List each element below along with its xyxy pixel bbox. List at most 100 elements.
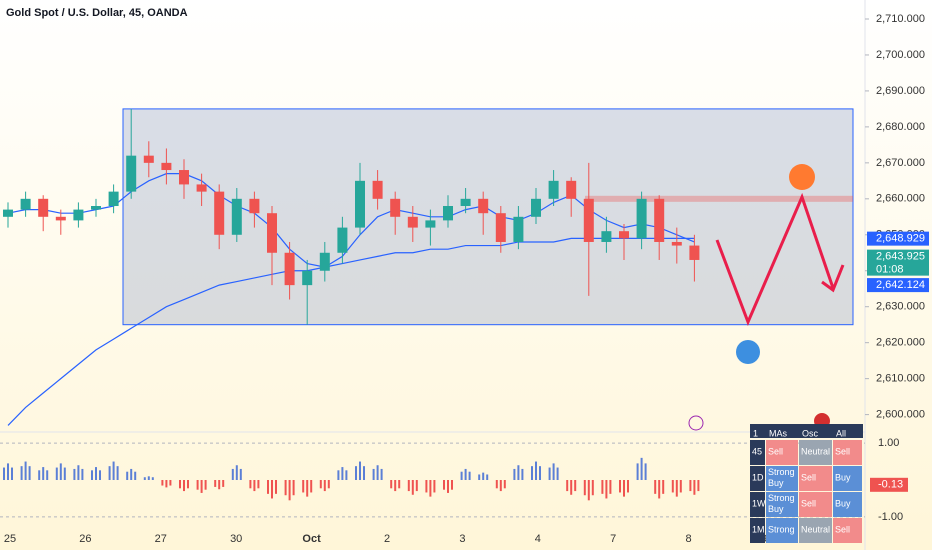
- table-cell-text: Strong Buy: [768, 493, 795, 514]
- table-cell: [833, 466, 862, 491]
- candle-body: [531, 198, 541, 217]
- cell-line: Buy: [768, 478, 784, 488]
- osc-tick-label: -1.00: [878, 511, 903, 523]
- x-tick-label: 26: [79, 533, 91, 545]
- table-cell: [833, 492, 862, 517]
- table-header-cell: [750, 424, 766, 438]
- x-tick-label: 3: [459, 533, 465, 545]
- candle-body: [55, 216, 66, 221]
- table-header: All: [836, 428, 846, 438]
- table-cell-text: Strong Buy: [768, 467, 795, 488]
- table-cell-text: Sell: [835, 446, 850, 456]
- dolphin-icon: [736, 340, 760, 364]
- candle-body: [443, 206, 453, 221]
- y-tick-label: 2,610.000: [876, 373, 925, 385]
- osc-current-tag: [870, 477, 908, 492]
- cell-line: Strong: [768, 493, 795, 503]
- candle-body: [319, 252, 330, 271]
- y-tick-label: 2,670.000: [876, 157, 925, 169]
- candle-body: [196, 184, 207, 192]
- osc-current-label: -0.13: [878, 479, 903, 491]
- x-tick-label: 2: [384, 533, 390, 545]
- table-cell-text: 1M: [752, 524, 765, 534]
- table-cell-text: 1W: [752, 498, 766, 508]
- x-tick-label: 30: [230, 533, 242, 545]
- table-cell-text: 45: [752, 446, 762, 456]
- candle-body: [689, 245, 700, 260]
- candle-body: [460, 198, 471, 207]
- table-header: 1: [753, 428, 758, 438]
- x-tick-label: 4: [535, 533, 541, 545]
- table-cell: [799, 440, 832, 465]
- candle-body: [38, 198, 49, 217]
- table-header-cell: [766, 424, 799, 438]
- fire-icon: [789, 164, 815, 190]
- candle-body: [3, 209, 13, 217]
- candle-body: [161, 162, 172, 171]
- candle-body: [302, 270, 313, 286]
- table-header-cell: [833, 424, 863, 438]
- y-tick-label: 2,690.000: [876, 85, 925, 97]
- countdown: 01:08: [876, 264, 904, 276]
- candle-body: [619, 231, 629, 239]
- table-cell-text: Sell: [768, 446, 783, 456]
- candle-body: [548, 180, 559, 199]
- table-cell-text: Sell: [835, 524, 850, 534]
- table-cell: [799, 518, 832, 543]
- table-cell: [766, 518, 798, 543]
- table-cell-text: Neutral: [801, 446, 830, 456]
- price-tag-label: 2,642.124: [876, 279, 925, 291]
- candle-body: [337, 227, 348, 253]
- table-cell: [766, 466, 798, 491]
- y-tick-label: 2,660.000: [876, 193, 925, 205]
- y-tick-label: 2,700.000: [876, 49, 925, 61]
- candle-body: [284, 252, 295, 286]
- price-tag: [867, 249, 929, 276]
- event-icon: [688, 415, 704, 431]
- table-header-cell: [799, 424, 833, 438]
- candle-body: [654, 198, 665, 242]
- candle-body: [636, 198, 647, 239]
- candle-body: [495, 213, 506, 242]
- candle-body: [566, 180, 577, 199]
- candle-body: [214, 191, 225, 235]
- price-tag: [867, 278, 929, 293]
- x-tick-label: Oct: [302, 533, 321, 545]
- candle-body: [671, 241, 682, 246]
- table-cell: [766, 492, 798, 517]
- candle-body: [372, 180, 383, 199]
- candle-body: [407, 216, 418, 228]
- y-tick-label: 2,710.000: [876, 13, 925, 25]
- resistance-zone: [585, 195, 853, 202]
- y-tick-label: 2,680.000: [876, 121, 925, 133]
- price-tag-label: 2,648.929: [876, 233, 925, 245]
- candle-body: [478, 198, 489, 214]
- table-cell: [799, 466, 832, 491]
- table-cell: [750, 466, 765, 491]
- chart-title: Gold Spot / U.S. Dollar, 45, OANDA: [6, 7, 188, 19]
- candle-body: [355, 180, 365, 228]
- candle-body: [513, 216, 524, 242]
- candle-body: [601, 231, 612, 242]
- table-cell: [799, 492, 832, 517]
- x-tick-label: 27: [155, 533, 167, 545]
- range-box: [122, 108, 854, 326]
- table-cell-text: Neutral: [801, 524, 830, 534]
- cell-line: Buy: [768, 504, 784, 514]
- cell-line: Strong: [768, 467, 795, 477]
- short-ma-line: [7, 173, 695, 268]
- candle-body: [20, 198, 31, 210]
- y-tick-label: 2,630.000: [876, 301, 925, 313]
- price-tag-label: 2,643.925: [876, 251, 925, 263]
- projection-arrow: [715, 192, 845, 326]
- price-tag: [867, 231, 929, 246]
- table-header: Osc: [802, 428, 819, 438]
- y-tick-label: 2,620.000: [876, 337, 925, 349]
- x-tick-label: 8: [686, 533, 692, 545]
- candle-body: [108, 191, 119, 207]
- table-cell-text: Strong: [768, 524, 795, 534]
- candle-body: [425, 220, 436, 228]
- candle-body: [390, 198, 401, 217]
- table-cell-text: Sell: [801, 472, 816, 482]
